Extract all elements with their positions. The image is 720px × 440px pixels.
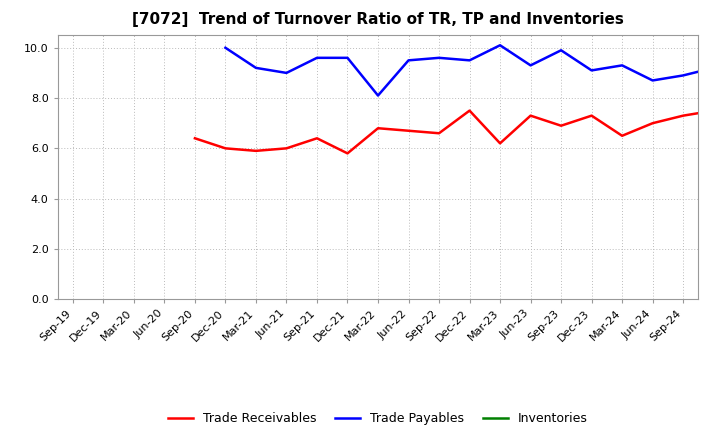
Trade Payables [709, 65, 718, 70]
Legend: Trade Receivables, Trade Payables, Inventories: Trade Receivables, Trade Payables, Inven… [163, 407, 593, 430]
Trade Receivables [648, 121, 657, 126]
Trade Payables [221, 45, 230, 51]
Line: Trade Payables: Trade Payables [225, 45, 720, 95]
Trade Payables [465, 58, 474, 63]
Line: Trade Receivables: Trade Receivables [195, 110, 714, 154]
Trade Payables [343, 55, 352, 60]
Trade Receivables [221, 146, 230, 151]
Trade Receivables [282, 146, 291, 151]
Trade Payables [588, 68, 596, 73]
Trade Payables [251, 65, 260, 70]
Trade Receivables [465, 108, 474, 113]
Trade Receivables [679, 113, 688, 118]
Trade Receivables [191, 136, 199, 141]
Trade Receivables [496, 141, 505, 146]
Trade Receivables [618, 133, 626, 139]
Trade Payables [282, 70, 291, 76]
Trade Receivables [251, 148, 260, 154]
Trade Payables [374, 93, 382, 98]
Trade Payables [312, 55, 321, 60]
Trade Payables [648, 78, 657, 83]
Trade Receivables [557, 123, 565, 128]
Trade Receivables [374, 125, 382, 131]
Trade Receivables [709, 108, 718, 113]
Trade Payables [435, 55, 444, 60]
Trade Payables [618, 63, 626, 68]
Trade Payables [557, 48, 565, 53]
Trade Payables [526, 63, 535, 68]
Trade Receivables [343, 151, 352, 156]
Trade Payables [404, 58, 413, 63]
Trade Receivables [588, 113, 596, 118]
Trade Payables [679, 73, 688, 78]
Trade Receivables [526, 113, 535, 118]
Trade Receivables [404, 128, 413, 133]
Trade Receivables [435, 131, 444, 136]
Title: [7072]  Trend of Turnover Ratio of TR, TP and Inventories: [7072] Trend of Turnover Ratio of TR, TP… [132, 12, 624, 27]
Trade Receivables [312, 136, 321, 141]
Trade Payables [496, 43, 505, 48]
